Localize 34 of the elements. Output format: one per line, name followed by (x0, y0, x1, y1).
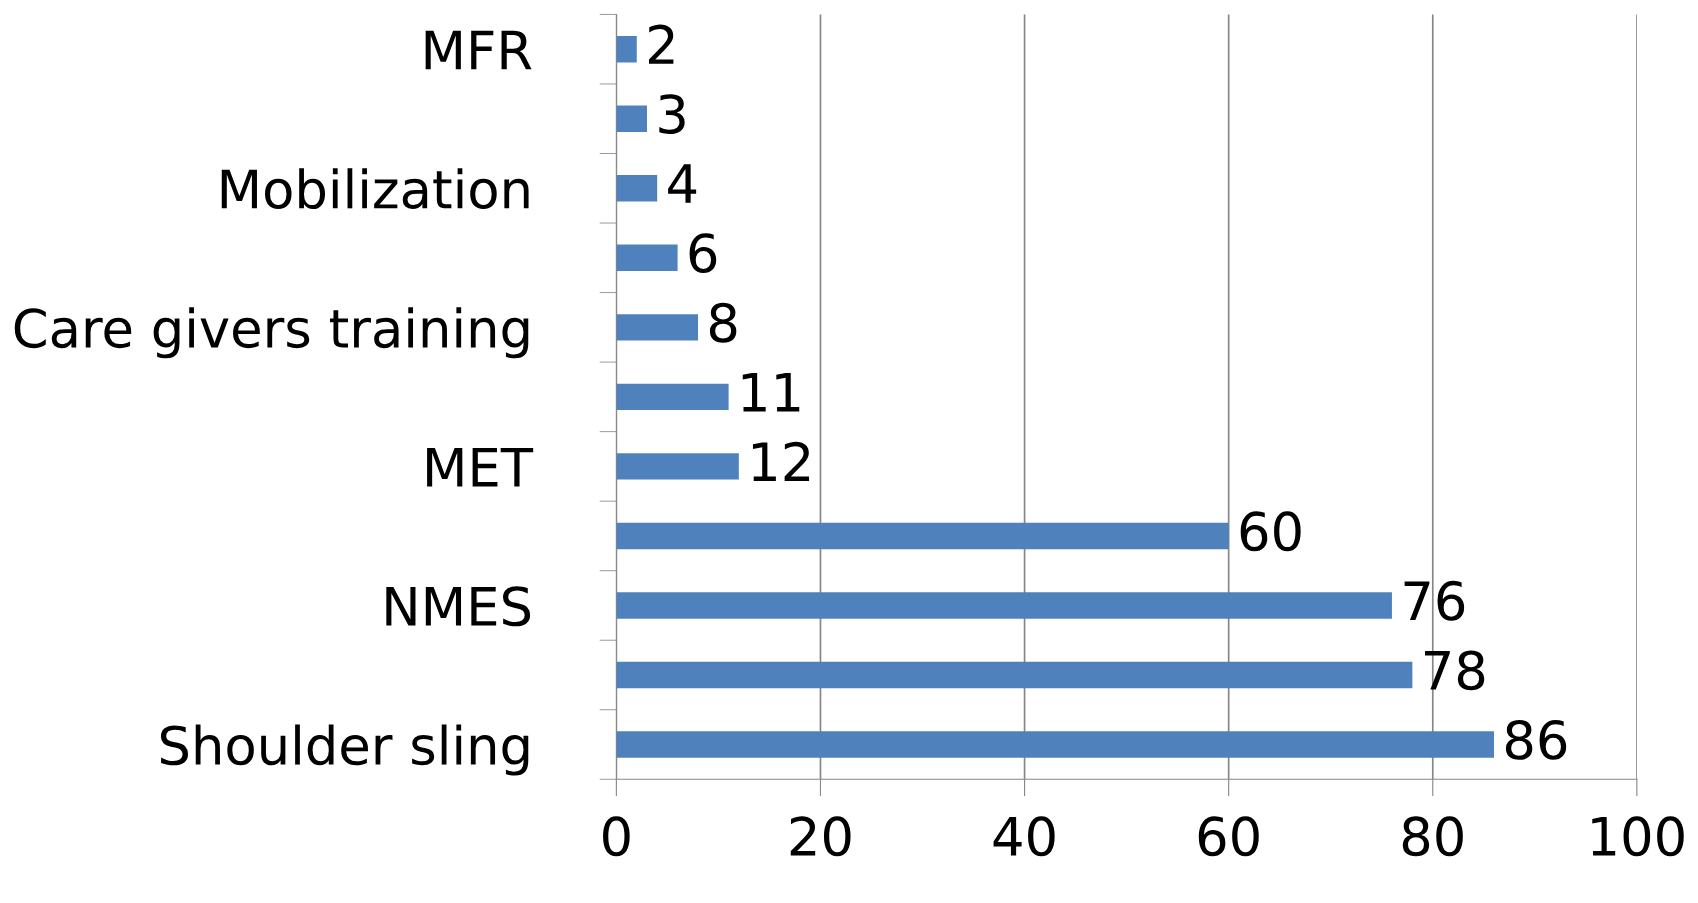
data-label: 78 (1425, 650, 1485, 691)
y-tick-label: NMES (386, 586, 531, 627)
data-label: 60 (1240, 511, 1301, 552)
x-tick-label: 20 (790, 816, 851, 857)
data-label: 86 (1505, 719, 1567, 760)
x-tick-label: 100 (1592, 816, 1684, 857)
y-tick-label: MET (427, 447, 534, 487)
bar (616, 383, 729, 411)
x-tick-label: 0 (603, 816, 630, 857)
y-tick-label: Mobilization (221, 168, 529, 210)
x-tick-label: 60 (1198, 816, 1259, 857)
data-label: 3 (659, 94, 685, 135)
data-label: 8 (709, 302, 737, 343)
bar (616, 522, 1229, 550)
y-tick-label: Shoulder sling (160, 724, 529, 776)
bar (616, 244, 678, 272)
x-tick-label: 80 (1402, 816, 1463, 857)
data-label: 76 (1404, 580, 1465, 621)
data-label: 6 (689, 233, 717, 274)
bar (616, 36, 637, 63)
bar (616, 592, 1392, 619)
data-label: 11 (742, 372, 800, 412)
y-tick-label: MFR (425, 30, 532, 70)
bar (616, 175, 658, 202)
data-label: 12 (752, 441, 810, 481)
y-tick-label: Care givers training (14, 307, 529, 359)
x-tick-label: 40 (993, 816, 1055, 857)
data-label: 4 (668, 164, 697, 203)
bar (616, 105, 647, 132)
bar (616, 453, 739, 480)
bar (616, 731, 1494, 758)
bar (616, 661, 1413, 689)
bar (616, 314, 699, 341)
data-label: 2 (648, 24, 674, 64)
